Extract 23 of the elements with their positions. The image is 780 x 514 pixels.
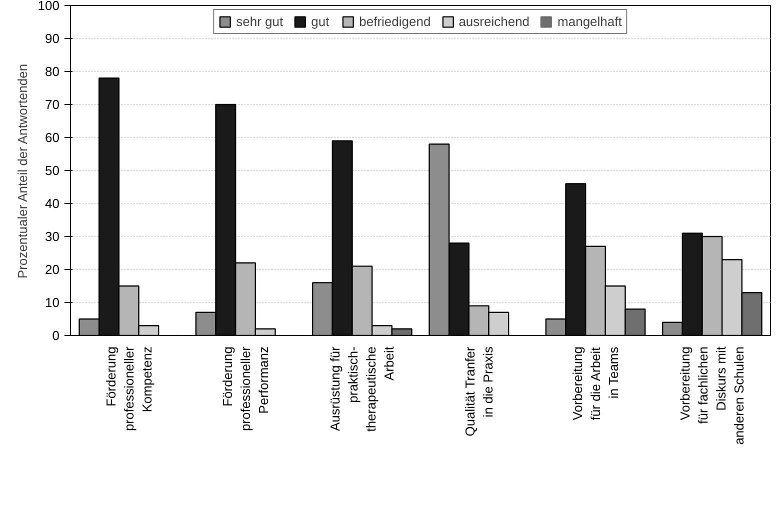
x-tick-label: Förderung professioneller Performanz [220,346,271,432]
x-tick-label: Qualität Tranfer in die Praxis [462,346,496,436]
y-tick-label: 20 [45,262,60,277]
y-tick-label: 0 [52,328,60,343]
y-tick-label: 50 [45,163,60,178]
x-tick-label: Ausrüstung für praktisch- therapeutische Arbeit [328,346,397,432]
y-tick-label: 100 [38,0,60,13]
y-tick-label: 60 [45,130,60,145]
legend-label: sehr gut [236,14,284,29]
y-axis-title: Prozentualer Anteil der Antwortenden [14,64,30,279]
y-tick-label: 30 [45,229,60,244]
legend-label: ausreichend [458,14,530,29]
x-tick-label: Vorbereitung für fachlichen Diskurs mit anderen Schulen [678,346,747,445]
y-tick-label: 90 [45,31,60,46]
legend-label: befriedigend [359,14,431,29]
y-tick-label: 80 [45,64,60,79]
x-tick-label: Förderung professioneller Kompetenz [103,346,154,432]
y-tick-label: 40 [45,196,60,211]
legend-label: mangelhaft [558,14,622,29]
y-tick-label: 10 [45,295,60,310]
y-tick-label: 70 [45,97,60,112]
legend-label: gut [311,14,330,29]
x-tick-label: Vorbereitung für die Arbeit in Teams [570,346,621,420]
